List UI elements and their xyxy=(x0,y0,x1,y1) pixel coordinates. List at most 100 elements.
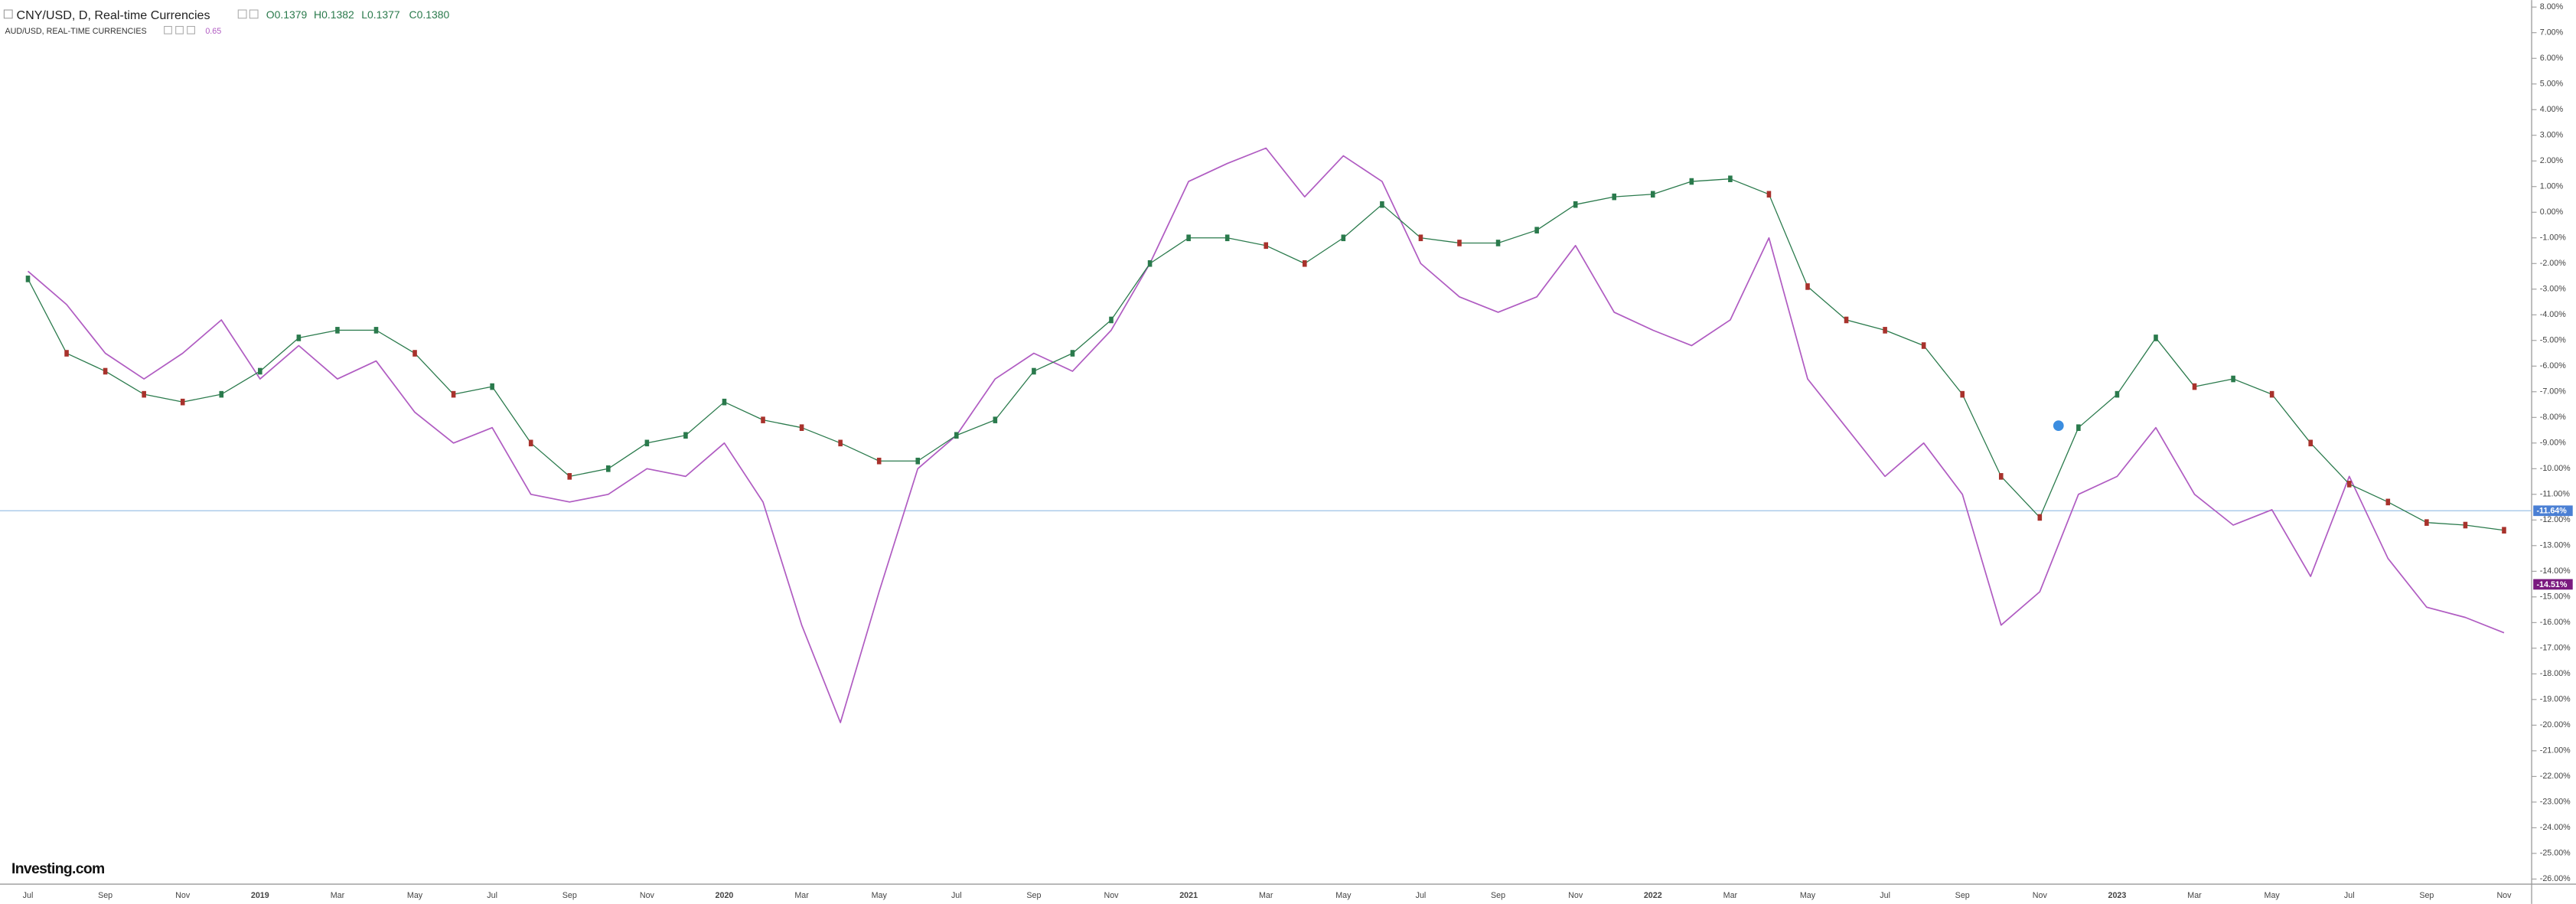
y-tick-label: -2.00% xyxy=(2540,259,2566,268)
y-tick-label: 3.00% xyxy=(2540,131,2564,140)
x-tick-label: May xyxy=(872,891,888,900)
y-tick-label: 7.00% xyxy=(2540,28,2564,38)
x-tick-label: Mar xyxy=(331,891,345,900)
close-icon[interactable] xyxy=(187,25,195,34)
candle xyxy=(2154,335,2158,341)
candle xyxy=(2115,390,2120,398)
candle xyxy=(1341,234,1346,242)
x-tick-label: Mar xyxy=(794,891,809,900)
candle xyxy=(1070,350,1075,357)
candle xyxy=(1264,242,1269,250)
candle xyxy=(335,327,340,334)
settings-icon[interactable] xyxy=(237,9,247,19)
y-tick-label: -4.00% xyxy=(2540,310,2566,319)
candle xyxy=(490,383,494,390)
candle xyxy=(258,367,262,375)
candle xyxy=(296,335,302,341)
candle xyxy=(2076,424,2081,431)
x-tick-label: Sep xyxy=(562,891,577,900)
candle xyxy=(2192,383,2197,390)
y-tick-label: 1.00% xyxy=(2540,182,2564,191)
x-tick-label: 2020 xyxy=(716,891,734,900)
candle xyxy=(180,398,185,406)
x-tick-label: Sep xyxy=(1026,891,1041,900)
legend-entry: CNY/USD, D, Real-time Currencies xyxy=(16,8,210,22)
candle xyxy=(606,465,611,472)
candle xyxy=(64,350,69,357)
event-marker[interactable] xyxy=(2053,420,2064,432)
candle xyxy=(1495,240,1501,246)
candle xyxy=(1302,259,1307,267)
candle xyxy=(451,390,456,398)
candle xyxy=(761,416,765,423)
candle xyxy=(567,473,572,480)
last-value-label: -11.64% xyxy=(2536,507,2567,516)
close-icon[interactable] xyxy=(249,9,259,19)
candle xyxy=(1224,234,1230,242)
x-tick-label: Jul xyxy=(23,891,34,900)
candle xyxy=(2269,390,2274,398)
candle xyxy=(1998,473,2004,480)
settings-icon[interactable] xyxy=(175,25,184,34)
candle xyxy=(2463,521,2468,529)
candle xyxy=(1844,316,1849,324)
y-tick-label: -20.00% xyxy=(2540,720,2571,729)
x-tick-label: 2021 xyxy=(1179,891,1198,900)
x-tick-label: Nov xyxy=(2496,891,2512,900)
candle xyxy=(2385,498,2391,506)
y-tick-label: -23.00% xyxy=(2540,798,2571,807)
candle xyxy=(799,424,804,431)
x-tick-label: 2019 xyxy=(251,891,269,900)
candle xyxy=(1418,234,1423,242)
x-tick-label: 2023 xyxy=(2108,891,2127,900)
y-tick-label: -12.00% xyxy=(2540,515,2571,524)
candle xyxy=(1032,367,1036,375)
y-tick-label: -18.00% xyxy=(2540,669,2571,678)
candle xyxy=(1650,191,1655,198)
candle xyxy=(644,439,650,447)
x-tick-label: Mar xyxy=(1723,891,1738,900)
candle xyxy=(954,432,959,439)
x-tick-label: Jul xyxy=(487,891,497,900)
collapse-icon[interactable] xyxy=(3,9,13,19)
legend-value: 0.65 xyxy=(205,27,221,36)
candle xyxy=(1457,240,1462,246)
x-tick-label: Sep xyxy=(98,891,112,900)
y-tick-label: -3.00% xyxy=(2540,285,2566,294)
candle xyxy=(1573,201,1578,208)
x-tick-label: Nov xyxy=(2033,891,2048,900)
x-tick-label: Nov xyxy=(175,891,191,900)
last-value-tag xyxy=(2533,505,2573,517)
y-tick-label: -17.00% xyxy=(2540,644,2571,653)
candle xyxy=(1805,283,1810,290)
ohlc-value: L0.1377 xyxy=(361,8,400,21)
y-tick-label: 8.00% xyxy=(2540,2,2564,11)
y-tick-label: -22.00% xyxy=(2540,772,2571,781)
candle xyxy=(1921,342,1926,349)
candle xyxy=(412,350,417,357)
eye-icon[interactable] xyxy=(164,25,172,34)
x-tick-label: May xyxy=(2265,891,2281,900)
y-tick-label: -21.00% xyxy=(2540,746,2571,756)
candle xyxy=(1960,390,1965,398)
legend-entry: AUD/USD, REAL-TIME CURRENCIES xyxy=(5,27,146,36)
ohlc-value: O0.1379 xyxy=(266,8,308,21)
y-tick-label: -8.00% xyxy=(2540,413,2566,422)
candle xyxy=(683,432,688,439)
candle xyxy=(528,439,533,447)
y-tick-label: 4.00% xyxy=(2540,105,2564,114)
x-tick-label: Jul xyxy=(2344,891,2355,900)
x-tick-label: Jul xyxy=(951,891,962,900)
candle xyxy=(2346,481,2352,488)
x-tick-label: Sep xyxy=(1955,891,1970,900)
y-tick-label: -19.00% xyxy=(2540,695,2571,704)
x-tick-label: Nov xyxy=(640,891,655,900)
candle xyxy=(838,439,843,447)
candle xyxy=(2424,519,2429,526)
y-tick-label: -24.00% xyxy=(2540,823,2571,832)
candle xyxy=(1883,327,1887,334)
last-value-label: -14.51% xyxy=(2536,580,2567,589)
x-tick-label: May xyxy=(407,891,423,900)
